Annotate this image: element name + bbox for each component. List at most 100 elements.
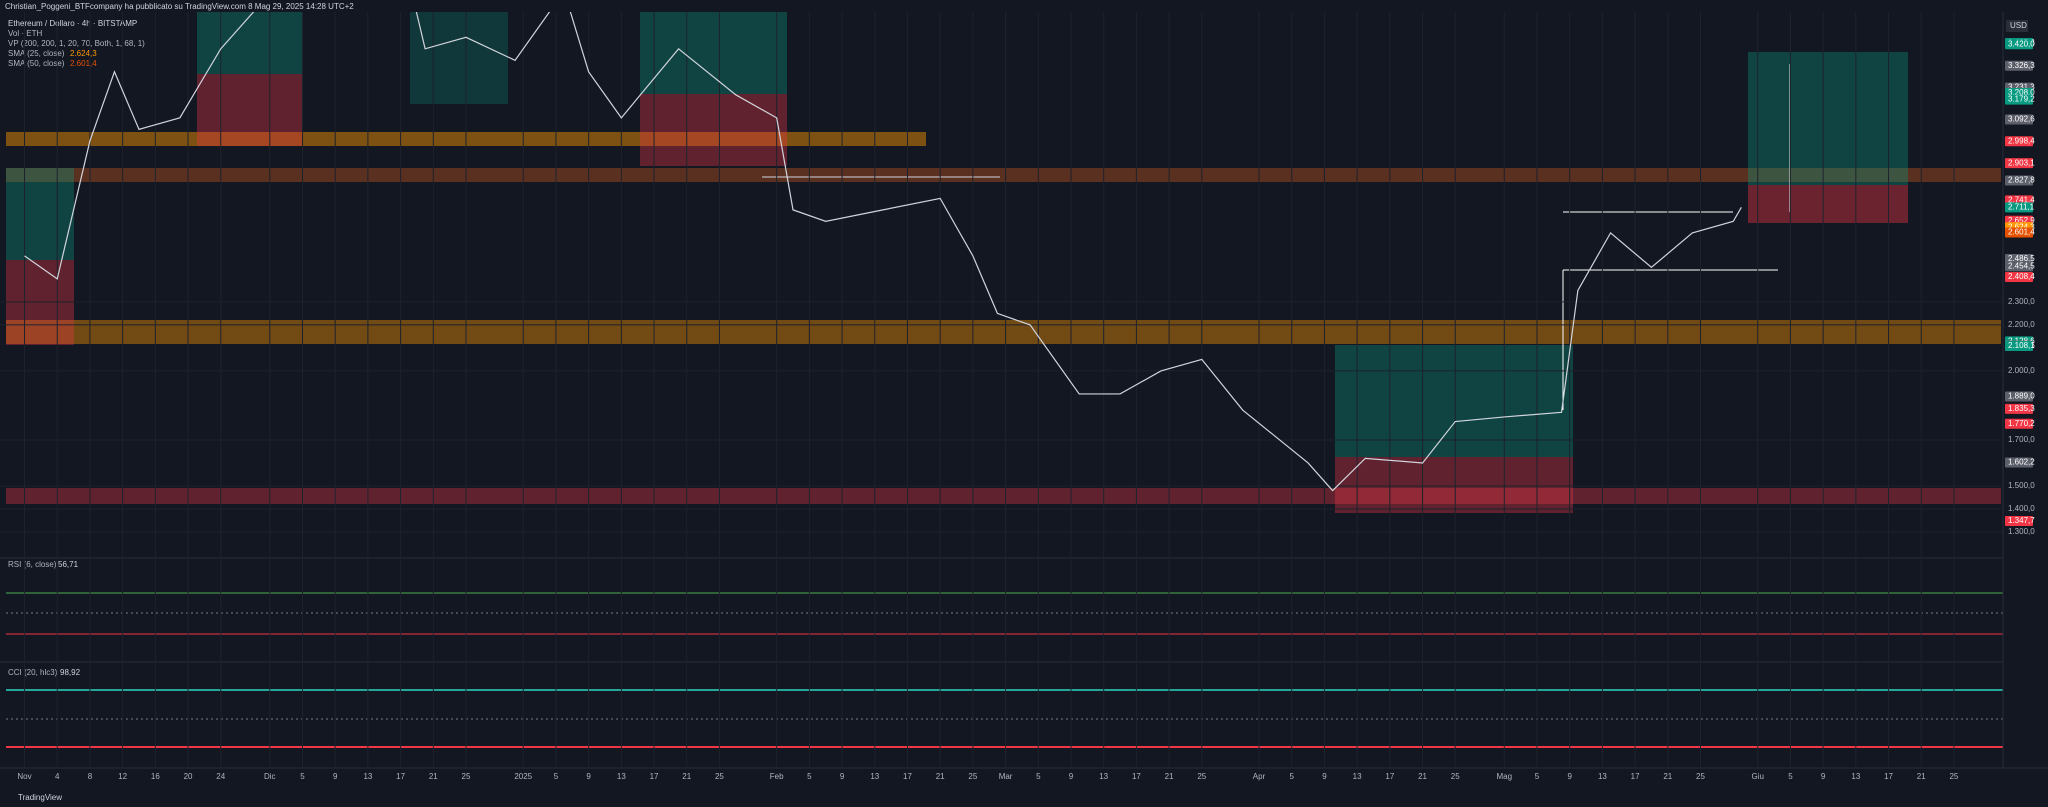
price-badge-label: 1.835,3 [2008,404,2035,413]
price-badge-label: 3.231,3 [2008,83,2035,92]
x-tick-label: 13 [1353,772,1362,781]
y-tick-label: 1.500,0 [2008,481,2035,490]
x-tick-label: 5 [300,772,305,781]
price-badge-label: 1.347,7 [2008,516,2035,525]
x-tick-label: 9 [1567,772,1572,781]
x-tick-label: 13 [363,772,372,781]
price-badge-label: 3.179,2 [2008,95,2035,104]
x-tick-label: 5 [1290,772,1295,781]
y-tick-label: 2.000,0 [2008,366,2035,375]
price-badge-label: 2.711,1 [2008,202,2035,211]
x-tick-label: 17 [396,772,405,781]
x-tick-label: 17 [1132,772,1141,781]
x-tick-label: Mag [1497,772,1513,781]
x-tick-label: 9 [1322,772,1327,781]
price-badge [2005,39,2033,50]
x-tick-label: 12 [118,772,127,781]
x-tick-label: 21 [1165,772,1174,781]
price-badge [2005,271,2033,282]
x-tick-label: 17 [1385,772,1394,781]
price-badge [2005,60,2033,71]
price-badge-label: 2.624,3 [2008,222,2035,231]
x-tick-label: 17 [1631,772,1640,781]
x-tick-label: 16 [151,772,160,781]
x-tick-label: 21 [682,772,691,781]
x-tick-label: Giu [1752,772,1764,781]
x-tick-label: 5 [1788,772,1793,781]
x-tick-label: 25 [715,772,724,781]
price-badge [2005,94,2033,105]
price-badge-label: 2.652,9 [2008,216,2035,225]
rsi-value: 56,71 [58,560,79,569]
x-tick-label: 13 [1099,772,1108,781]
symbol: Ethereum / Dollaro · 4h · BITSTAMP [8,19,137,28]
x-tick-label: 5 [807,772,812,781]
price-badge-label: 1.889,0 [2008,392,2035,401]
sma25-value: 2.624,3 [70,49,97,58]
price-badge-label: 2.741,4 [2008,195,2035,204]
x-tick-label: 25 [968,772,977,781]
x-tick-label: 2025 [514,772,532,781]
price-badge [2005,457,2033,468]
x-tick-label: Feb [770,772,784,781]
sma50: SMA (50, close) [8,59,65,68]
price-badge-label: 1.770,2 [2008,419,2035,428]
x-tick-label: 17 [650,772,659,781]
x-tick-label: 21 [1917,772,1926,781]
price-badge [2005,418,2033,429]
cci: CCI (20, hlc3) [8,668,58,677]
x-tick-label: 25 [462,772,471,781]
price-badge [2005,341,2033,352]
price-badge-label: 2.827,8 [2008,176,2035,185]
x-tick-label: 21 [1418,772,1427,781]
x-tick-label: Apr [1253,772,1266,781]
x-tick-label: 21 [936,772,945,781]
price-badge [2005,516,2033,527]
cci-value: 98,92 [60,668,81,677]
y-tick-label: 2.300,0 [2008,297,2035,306]
y-tick-label: 2.200,0 [2008,320,2035,329]
price-badge-label: 1.602,2 [2008,458,2035,467]
x-tick-label: 5 [1535,772,1540,781]
x-tick-label: 17 [903,772,912,781]
vol: Vol · ETH [8,29,42,38]
x-tick-label: 25 [1696,772,1705,781]
x-tick-label: Nov [17,772,31,781]
x-tick-label: Mar [999,772,1013,781]
sma50-value: 2.601,4 [70,59,97,68]
x-tick-label: 24 [216,772,225,781]
x-tick-label: 25 [1197,772,1206,781]
indicator-panes [0,12,2048,769]
price-badge-label: 3.092,6 [2008,115,2035,124]
x-tick-label: 25 [1451,772,1460,781]
x-tick-label: 13 [617,772,626,781]
x-tick-label: 9 [1821,772,1826,781]
price-badge-label: 2.454,5 [2008,261,2035,270]
x-tick-label: 4 [55,772,60,781]
zones [6,12,2001,513]
currency-box [2006,20,2028,32]
price-badge [2005,391,2033,402]
y-tick-label: 1.400,0 [2008,504,2035,513]
price-badge-label: 2.903,1 [2008,158,2035,167]
x-tick-label: 8 [88,772,93,781]
price-badge-label: 2.486,5 [2008,254,2035,263]
price-badge [2005,158,2033,169]
y-tick-label: 1.300,0 [2008,527,2035,536]
price-badge [2005,136,2033,147]
price-line [24,12,1742,492]
x-tick-label: 5 [554,772,559,781]
publisher: Christian_Poggeni_BTFcompany ha pubblica… [5,2,354,11]
x-tick-label: 9 [1069,772,1074,781]
x-tick-label: 13 [1598,772,1607,781]
x-tick-label: 21 [1663,772,1672,781]
x-tick-label: 25 [1949,772,1958,781]
price-badge-label: 3.326,3 [2008,61,2035,70]
x-tick-label: 21 [429,772,438,781]
x-tick-label: 13 [1851,772,1860,781]
x-tick-label: 17 [1884,772,1893,781]
price-badge [2005,114,2033,125]
sma25: SMA (25, close) [8,49,65,58]
price-badge [2005,202,2033,213]
